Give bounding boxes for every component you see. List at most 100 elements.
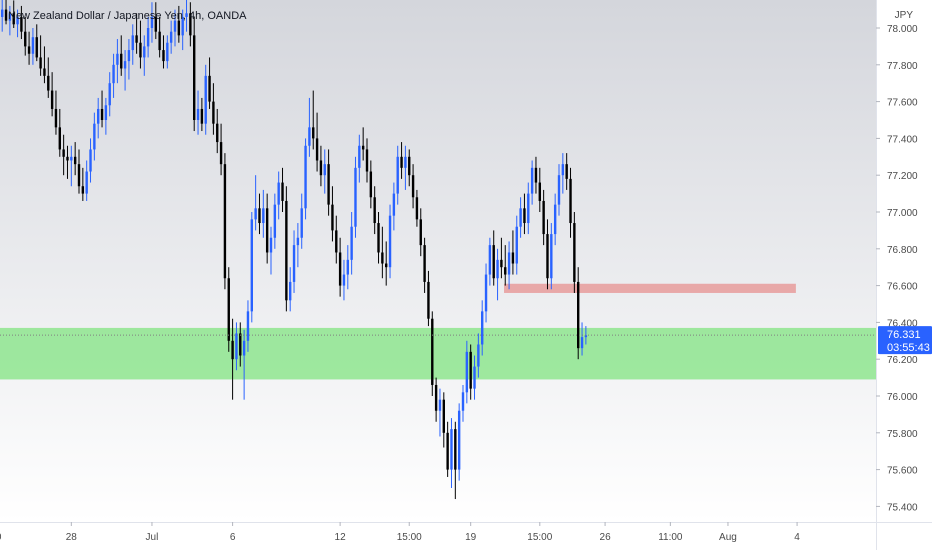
candle-body (292, 245, 296, 282)
candle (265, 193, 269, 264)
candle-body (304, 145, 307, 209)
candle-body (246, 311, 250, 341)
price-tick-label: 77.000 (887, 208, 918, 219)
candle (31, 28, 35, 65)
candle-body (150, 16, 154, 28)
candle (216, 108, 219, 154)
time-tick-label: 15:00 (397, 532, 422, 543)
candle (338, 237, 342, 297)
candle-body (189, 13, 192, 36)
candle-body (223, 164, 227, 279)
candle (12, 0, 15, 28)
candle-body (216, 123, 219, 143)
candle-body (120, 53, 123, 69)
price-axis-background[interactable] (876, 0, 932, 550)
candle-body (265, 208, 269, 253)
candle-body (573, 223, 576, 282)
candle (193, 16, 196, 132)
candle-body (204, 75, 207, 124)
candle (123, 50, 127, 91)
candle-body (546, 234, 549, 279)
candle-body (361, 145, 365, 150)
candle (457, 403, 461, 481)
candle-body (169, 31, 173, 43)
candle (404, 145, 407, 190)
candle-body (319, 160, 323, 176)
candle (523, 193, 526, 235)
candle (181, 9, 184, 51)
price-tick-label: 76.400 (887, 318, 918, 329)
candle-body (511, 252, 515, 264)
candle-body (50, 90, 54, 109)
candle (4, 0, 8, 25)
candle (350, 212, 353, 275)
price-tick-label: 76.600 (887, 282, 918, 293)
candle-body (231, 340, 234, 360)
candle (354, 156, 357, 238)
candle (219, 123, 223, 176)
candle (127, 39, 131, 80)
candle (131, 24, 134, 65)
candle-body (273, 204, 277, 238)
candle-body (419, 219, 422, 246)
candle-body (373, 197, 376, 224)
last-price-badge: 76.331 03:55:43 (878, 326, 932, 355)
candle-body (481, 311, 484, 345)
candle (150, 2, 154, 43)
time-tick-label: 19 (465, 532, 477, 543)
candle-body (235, 333, 238, 360)
candle (35, 24, 38, 62)
candle-body (89, 149, 92, 172)
time-axis-background[interactable] (0, 522, 876, 550)
time-tick-label: 26 (600, 532, 612, 543)
candle (296, 223, 300, 268)
candle-body (500, 259, 503, 268)
candle-body (8, 13, 12, 21)
candle-body (538, 182, 541, 201)
candle-body (277, 182, 280, 205)
candle (527, 182, 530, 235)
candle-body (534, 167, 538, 183)
candle (189, 2, 192, 47)
candle-body (24, 31, 27, 47)
candle (254, 175, 257, 231)
candle-body (477, 344, 480, 367)
candle (507, 241, 511, 290)
candle (450, 418, 453, 488)
candle (158, 16, 161, 58)
candle (154, 2, 157, 40)
candle-body (27, 46, 31, 54)
candle (173, 9, 177, 47)
candle-body (100, 108, 104, 120)
candle (16, 9, 19, 38)
candle (454, 421, 457, 500)
candle-body (423, 245, 426, 282)
candle (573, 212, 576, 293)
candle-body (400, 156, 403, 168)
candle (327, 149, 330, 216)
price-tick-label: 75.800 (887, 429, 918, 440)
candle-body (66, 156, 69, 161)
candle (97, 97, 100, 139)
candle (281, 167, 284, 212)
candle-body (93, 123, 96, 150)
candle (50, 72, 54, 117)
candle-body (16, 16, 19, 25)
candle (431, 311, 434, 396)
candle-body (388, 215, 392, 268)
candle-body (385, 263, 388, 268)
candle (223, 153, 227, 290)
candle-body (315, 138, 319, 161)
candle (511, 230, 515, 275)
candle-body (193, 35, 196, 120)
candle (62, 134, 65, 176)
candle (235, 322, 238, 371)
candle-body (296, 237, 300, 246)
price-tick-label: 77.400 (887, 134, 918, 145)
candle-body (580, 337, 584, 349)
candle (577, 267, 580, 360)
candle (477, 333, 480, 378)
candle-body (212, 101, 215, 124)
candle-body (519, 208, 522, 227)
